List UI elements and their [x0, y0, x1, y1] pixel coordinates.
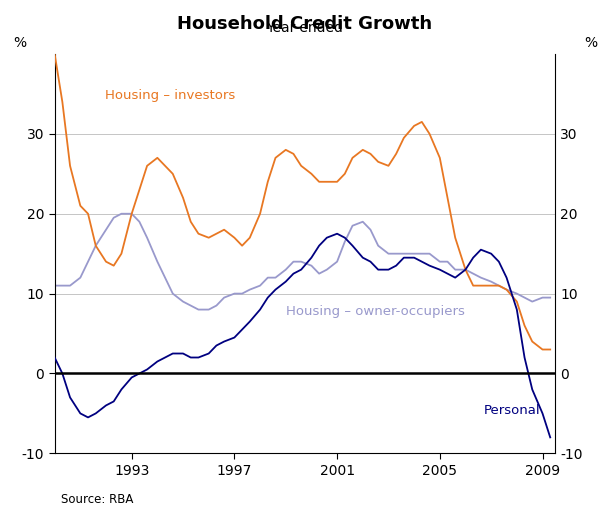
Text: Year-ended: Year-ended: [267, 21, 343, 35]
Text: Housing – owner-occupiers: Housing – owner-occupiers: [286, 305, 465, 318]
Title: Household Credit Growth: Household Credit Growth: [178, 15, 432, 33]
Text: Source: RBA: Source: RBA: [61, 493, 134, 506]
Text: Housing – investors: Housing – investors: [105, 89, 235, 102]
Text: Personal: Personal: [483, 404, 540, 418]
Text: %: %: [13, 36, 26, 50]
Text: %: %: [584, 36, 597, 50]
